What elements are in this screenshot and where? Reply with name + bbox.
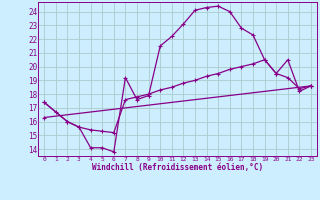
X-axis label: Windchill (Refroidissement éolien,°C): Windchill (Refroidissement éolien,°C) (92, 163, 263, 172)
